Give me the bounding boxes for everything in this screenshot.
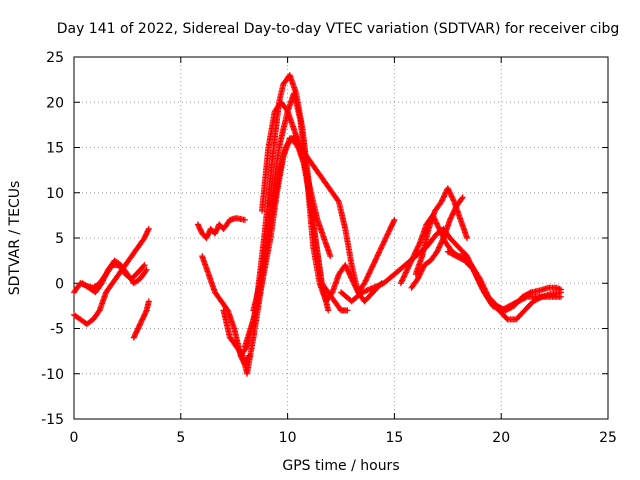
chart-title: Day 141 of 2022, Sidereal Day-to-day VTE… <box>57 21 620 37</box>
data-marker <box>435 224 442 231</box>
x-tick-label: 0 <box>70 430 79 446</box>
data-marker <box>449 196 456 203</box>
series-arc-11 <box>250 135 334 314</box>
y-tick-label: 20 <box>46 95 64 111</box>
data-marker <box>344 307 351 314</box>
series-arc-17 <box>459 253 564 314</box>
y-tick-label: 15 <box>46 141 64 157</box>
data-marker <box>458 195 465 202</box>
series-arc-10 <box>259 99 385 305</box>
x-axis-label: GPS time / hours <box>282 458 399 474</box>
data-marker <box>445 186 452 193</box>
data-marker <box>325 307 332 314</box>
y-tick-label: 25 <box>46 50 64 66</box>
data-marker <box>412 249 419 255</box>
data-marker <box>241 216 248 223</box>
data-marker <box>101 274 108 281</box>
series-arc-5 <box>194 215 248 241</box>
series-group <box>71 72 564 377</box>
series-arc-15 <box>408 194 466 291</box>
x-tick-label: 15 <box>385 430 403 446</box>
series-arc-2 <box>71 225 152 327</box>
data-marker <box>377 245 384 252</box>
y-axis-label: SDTVAR / TECUs <box>7 181 23 296</box>
series-arc-3 <box>79 257 150 296</box>
data-marker <box>142 268 149 274</box>
series-arc-4 <box>130 298 152 341</box>
x-tick-label: 25 <box>599 430 617 446</box>
axis-ticks: 0 5 10 15 20 25 -15 -10 -5 0 5 10 15 20 25 <box>41 50 617 446</box>
data-marker <box>537 294 544 301</box>
data-marker <box>143 266 150 273</box>
data-marker <box>409 255 416 262</box>
data-marker <box>145 225 152 232</box>
data-marker <box>145 227 152 234</box>
data-marker <box>439 237 446 244</box>
y-tick-label: -5 <box>50 322 64 338</box>
data-marker <box>459 194 466 201</box>
data-marker <box>145 298 152 305</box>
series-arc-7 <box>220 90 398 377</box>
data-marker <box>344 267 351 274</box>
y-tick-label: 0 <box>55 276 64 292</box>
data-marker <box>327 253 334 260</box>
data-marker <box>413 246 420 253</box>
y-tick-label: -10 <box>41 367 64 383</box>
data-marker <box>391 216 398 223</box>
grid <box>74 57 608 419</box>
data-marker <box>448 193 455 200</box>
data-marker <box>437 228 444 235</box>
data-marker <box>141 262 148 269</box>
data-marker <box>440 194 447 201</box>
x-tick-label: 20 <box>492 430 510 446</box>
data-marker <box>439 197 445 204</box>
y-tick-label: 5 <box>55 231 64 247</box>
data-marker <box>334 197 341 204</box>
data-marker <box>558 286 564 293</box>
x-tick-label: 10 <box>279 430 297 446</box>
y-tick-label: -15 <box>41 412 64 428</box>
data-marker <box>450 210 457 217</box>
data-marker <box>140 263 147 270</box>
data-marker <box>434 221 441 228</box>
x-tick-label: 5 <box>176 430 185 446</box>
series-arc-14 <box>412 185 470 278</box>
data-marker <box>100 277 106 284</box>
data-marker <box>464 235 470 241</box>
y-tick-label: 10 <box>46 186 64 202</box>
